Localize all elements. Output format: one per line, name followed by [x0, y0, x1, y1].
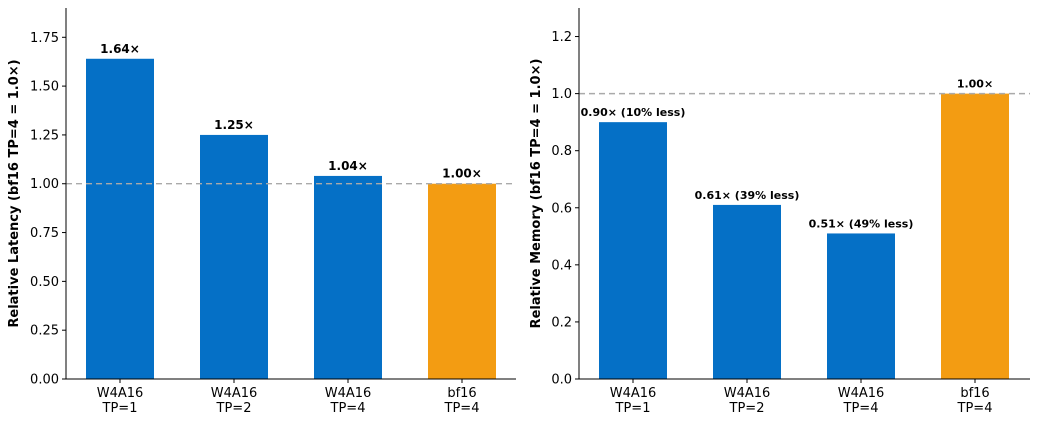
latency-data-label: 1.25×: [214, 118, 254, 132]
memory-x-tick-label: W4A16 TP=2: [724, 386, 771, 416]
latency-bar-3: [314, 175, 382, 379]
memory-y-tick-label: 0.6: [551, 201, 572, 216]
memory-y-tick-label: 1.2: [551, 30, 572, 45]
latency-data-label: 1.00×: [442, 167, 482, 181]
latency-y-tick-label: 0.25: [30, 324, 59, 339]
latency-x-tick-label: W4A16 TP=1: [97, 386, 144, 416]
memory-chart: 0.0 0.2 0.4 0.6 0.8 1.0 1.2 W4A16 TP=1 W4A16 TP=2 W…: [529, 8, 1030, 416]
memory-y-axis-label: Relative Memory (bf16 TP=4 = 1.0×): [529, 59, 544, 329]
latency-data-label: 1.64×: [100, 42, 140, 56]
memory-y-tick-label: 0.8: [551, 144, 572, 159]
latency-y-tick-label: 0.50: [30, 275, 59, 290]
memory-x-tick-label: bf16 TP=4: [957, 386, 993, 416]
memory-data-label: 1.00×: [957, 78, 993, 91]
memory-data-label: 0.61× (39% less): [695, 189, 800, 202]
latency-y-tick-label: 1.25: [30, 128, 59, 143]
memory-bar-3: [827, 233, 895, 379]
memory-y-tick-label: 0.0: [551, 373, 572, 388]
latency-y-tick-label: 0.00: [30, 373, 59, 388]
latency-y-tick-label: 1.50: [30, 80, 59, 95]
latency-chart: 0.00 0.25 0.50 0.75 1.00 1.25 1.50 1.75 W4A16 TP=…: [7, 8, 516, 416]
latency-data-label: 1.04×: [328, 159, 368, 173]
latency-y-axis-label: Relative Latency (bf16 TP=4 = 1.0×): [7, 59, 22, 327]
memory-y-tick-label: 1.0: [551, 87, 572, 102]
latency-x-tick-label: bf16 TP=4: [444, 386, 480, 416]
memory-bar-4: [941, 93, 1009, 379]
latency-x-tick-label: W4A16 TP=2: [211, 386, 258, 416]
latency-bar-2: [200, 134, 268, 379]
latency-x-tick-label: W4A16 TP=4: [325, 386, 372, 416]
memory-x-tick-label: W4A16 TP=4: [838, 386, 885, 416]
latency-bar-4: [428, 183, 496, 379]
memory-y-tick-label: 0.2: [551, 315, 572, 330]
memory-y-tick-label: 0.4: [551, 258, 572, 273]
memory-data-label: 0.51× (49% less): [809, 217, 914, 230]
latency-y-tick-label: 1.00: [30, 177, 59, 192]
latency-y-tick-label: 0.75: [30, 226, 59, 241]
latency-bar-1: [86, 58, 154, 379]
memory-x-tick-label: W4A16 TP=1: [610, 386, 657, 416]
memory-bar-2: [713, 204, 781, 379]
memory-data-label: 0.90× (10% less): [581, 106, 686, 119]
memory-bar-1: [599, 122, 667, 380]
latency-y-tick-label: 1.75: [30, 31, 59, 46]
